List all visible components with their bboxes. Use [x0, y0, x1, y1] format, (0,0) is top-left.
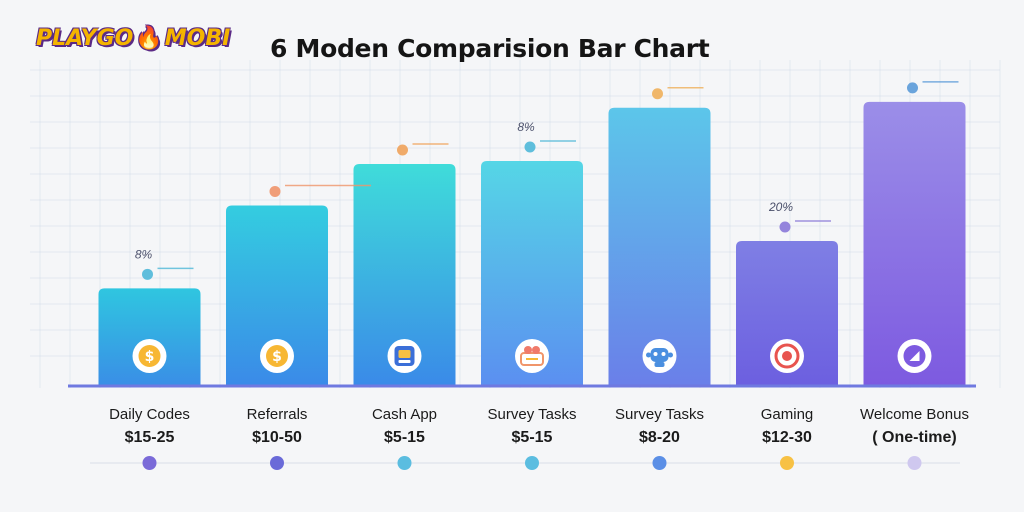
category-label: Referrals $10-50	[247, 406, 308, 446]
bar-6	[736, 240, 838, 386]
bar-marker	[907, 81, 959, 94]
category-label: Welcome Bonus ( One-time)	[860, 406, 969, 446]
legend-dot	[907, 456, 922, 470]
category-label: Cash App $5-15	[372, 406, 437, 446]
svg-text:$: $	[272, 349, 282, 365]
legend-dot	[397, 456, 412, 470]
category-name: Daily Codes	[109, 406, 190, 423]
category-name: Cash App	[372, 406, 437, 423]
logo-text-left: PLAYGO	[36, 26, 134, 51]
bar-rect	[608, 107, 711, 386]
bar-rect	[736, 240, 838, 386]
bar-marker	[142, 267, 194, 280]
bar-1: $	[98, 288, 201, 386]
bar-annotation: 8%	[135, 247, 153, 261]
category-name: Referrals	[247, 406, 308, 423]
legend-dots-group	[90, 456, 960, 470]
category-label: Gaming $12-30	[761, 406, 814, 446]
category-name: Welcome Bonus	[860, 406, 969, 423]
bar-annotation: 20%	[768, 200, 793, 214]
legend-dot	[270, 456, 284, 470]
dollar-coin-icon: $	[132, 339, 167, 373]
bar-rect	[98, 288, 201, 386]
legend-dot	[780, 456, 794, 470]
category-name: Gaming	[761, 406, 814, 423]
category-range: $8-20	[639, 429, 680, 446]
target-icon	[770, 339, 804, 373]
bar-5	[608, 107, 711, 386]
category-range: $12-30	[762, 429, 812, 446]
category-range: $5-15	[384, 429, 425, 446]
logo-text-right: MOBI	[164, 26, 231, 51]
category-range: $15-25	[125, 429, 175, 446]
category-labels-group: Daily Codes $15-25 Referrals $10-50 Cash App…	[109, 406, 969, 446]
category-name: Survey Tasks	[488, 406, 577, 423]
category-range: ( One-time)	[872, 429, 956, 446]
bar-marker	[779, 220, 831, 233]
bar-rect	[481, 161, 583, 386]
playgo-mobi-logo: PLAYGO🔥MOBI	[36, 26, 230, 51]
category-name: Survey Tasks	[615, 406, 704, 423]
survey-robot-icon	[642, 339, 677, 373]
bar-4	[481, 161, 583, 386]
bar-7	[863, 101, 966, 386]
category-label: Survey Tasks $8-20	[615, 406, 704, 446]
bonus-icon	[897, 339, 932, 373]
bar-marker	[269, 184, 371, 197]
bar-3	[353, 164, 456, 386]
legend-dot	[525, 456, 539, 470]
bar-annotation: 8%	[517, 120, 535, 134]
bar-rect	[226, 205, 328, 386]
bar-marker	[524, 140, 576, 153]
bar-rect	[863, 101, 966, 386]
bar-marker	[397, 143, 449, 156]
category-label: Survey Tasks $5-15	[488, 406, 577, 446]
flame-mascot-icon: 🔥	[135, 26, 163, 51]
chart-title: 6 Moden Comparision Bar Chart	[270, 34, 710, 63]
legend-dot	[142, 456, 157, 470]
bars-group: $ $	[98, 101, 966, 386]
dollar-coin-icon: $	[260, 339, 294, 373]
svg-text:$: $	[145, 349, 155, 365]
legend-dot	[652, 456, 667, 470]
connectors-group: 8% 8% 20%	[135, 81, 959, 280]
category-range: $10-50	[252, 429, 302, 446]
cash-app-icon	[387, 339, 422, 373]
survey-icon	[515, 339, 549, 373]
bar-2: $	[226, 205, 328, 386]
bar-marker	[652, 87, 704, 100]
bar-rect	[353, 164, 456, 386]
category-range: $5-15	[512, 429, 553, 446]
category-label: Daily Codes $15-25	[109, 406, 190, 446]
